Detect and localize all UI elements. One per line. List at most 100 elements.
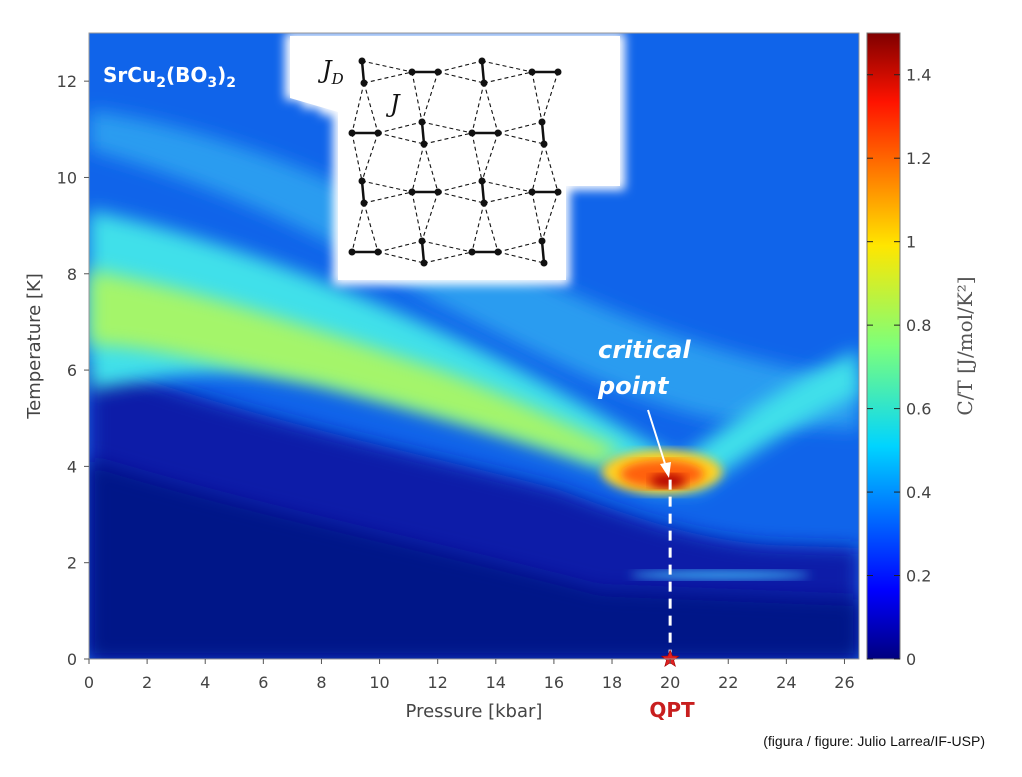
lattice-dimer (360, 180, 366, 204)
y-tick-label: 0 (67, 650, 77, 669)
shastry-sutherland-lattice (348, 57, 562, 267)
x-tick-label: 26 (834, 673, 854, 692)
y-tick-label: 2 (67, 554, 77, 573)
y-tick-label: 10 (57, 168, 77, 187)
x-tick-label: 0 (84, 673, 94, 692)
x-axis-label: Pressure [kbar] (406, 701, 543, 722)
lattice-bond (437, 60, 483, 73)
lattice-bond (377, 251, 425, 264)
lattice-bond (497, 121, 543, 134)
critical-point-label-line1: critical (598, 336, 691, 364)
lattice-site (540, 259, 548, 267)
lattice-bond (437, 191, 485, 204)
lattice-bond (363, 191, 413, 204)
x-tick-label: 20 (660, 673, 680, 692)
y-tick-label: 6 (67, 361, 77, 380)
lattice-bond (481, 180, 533, 193)
plot-frame (88, 32, 860, 660)
x-tick-label: 6 (258, 673, 268, 692)
colorbar-tick-label: 1 (906, 233, 916, 252)
lattice-bond (531, 143, 545, 193)
lattice-bond (363, 82, 379, 134)
lattice-bond (497, 251, 545, 264)
lattice-bond (497, 240, 543, 253)
lattice-bond (423, 132, 473, 145)
colorbar-tick-label: 1.2 (906, 149, 931, 168)
lattice-bond (483, 191, 533, 204)
lattice-bond (351, 82, 365, 134)
lattice-dimer (540, 121, 546, 145)
lattice-bond (421, 71, 439, 123)
x-tick-label: 12 (427, 673, 447, 692)
colorbar-tick-label: 0.2 (906, 567, 931, 586)
x-tick-label: 2 (142, 673, 152, 692)
lattice-bond (421, 121, 473, 134)
lattice-bond (543, 143, 559, 193)
lattice-inset: JD J (285, 33, 625, 285)
critical-point-label-line2: point (597, 372, 670, 400)
lattice-bond (377, 240, 423, 253)
colorbar-tick-label: 1.4 (906, 66, 931, 85)
lattice-bond (361, 132, 379, 182)
lattice-bond (471, 82, 485, 134)
colorbar-tick-label: 0 (906, 650, 916, 669)
lattice-bond (411, 143, 425, 193)
y-tick-label: 4 (67, 457, 77, 476)
lattice-bond (471, 202, 485, 253)
colorbar-gradient (866, 32, 901, 660)
lattice-bond (361, 180, 413, 193)
critical-point-arrow-head (660, 462, 671, 478)
lattice-bond (497, 132, 545, 145)
lattice-bond (421, 240, 473, 253)
lattice-bond (361, 60, 413, 73)
lattice-bond (531, 191, 543, 242)
lattice-dimer (480, 60, 486, 84)
lattice-bond (411, 71, 423, 123)
x-tick-label: 4 (200, 673, 210, 692)
y-tick-label: 8 (67, 265, 77, 284)
lattice-bond (437, 71, 485, 84)
x-tick-label: 18 (602, 673, 622, 692)
lattice-bond (483, 71, 533, 84)
x-tick-label: 8 (316, 673, 326, 692)
critical-point-arrow (647, 409, 668, 471)
qpt-label: QPT (649, 698, 695, 722)
lattice-bond (423, 143, 439, 193)
lattice-bond (423, 251, 473, 264)
figure-credit: (figura / figure: Julio Larrea/IF-USP) (763, 733, 985, 749)
colorbar-ticks: 0 0.2 0.4 0.6 0.8 1 1.2 1.4 (867, 66, 931, 669)
lattice-bond (483, 202, 499, 253)
lattice-bond (377, 121, 423, 134)
lattice-bond (437, 180, 483, 193)
colorbar-tick-label: 0.8 (906, 316, 931, 335)
lattice-bond (541, 191, 559, 242)
y-tick-label: 12 (57, 72, 77, 91)
x-tick-label: 16 (544, 673, 564, 692)
lattice-bond (483, 82, 499, 134)
lattice-bond (377, 132, 425, 145)
lattice-bond (481, 132, 499, 182)
lattice-bond (531, 71, 543, 123)
lattice-dimer (420, 240, 426, 264)
lattice-bond (351, 132, 363, 182)
x-tick-label: 22 (718, 673, 738, 692)
lattice-dimer (360, 60, 366, 84)
lattice-bond (421, 191, 439, 242)
colorbar-tick-label: 0.6 (906, 400, 931, 419)
x-tick-label: 24 (776, 673, 796, 692)
x-tick-label: 14 (486, 673, 506, 692)
material-title: SrCu2(BO3)2 (103, 63, 236, 91)
colorbar: 0 0.2 0.4 0.6 0.8 1 1.2 1.4 C/T [J/mol/K²] (866, 32, 977, 669)
lattice-bond (363, 202, 379, 253)
y-axis-label: Temperature [K] (24, 273, 45, 420)
lattice-bond (541, 71, 559, 123)
colorbar-tick-label: 0.4 (906, 483, 931, 502)
lattice-bond (471, 132, 483, 182)
x-tick-label: 10 (369, 673, 389, 692)
lattice-bond (363, 71, 413, 84)
lattice-dimer (420, 121, 426, 145)
y-axis: 0 2 4 6 8 10 12 (57, 72, 89, 669)
x-axis: 0 2 4 6 8 10 12 14 16 18 20 22 24 26 (84, 659, 855, 692)
lattice-dimer (480, 180, 486, 204)
